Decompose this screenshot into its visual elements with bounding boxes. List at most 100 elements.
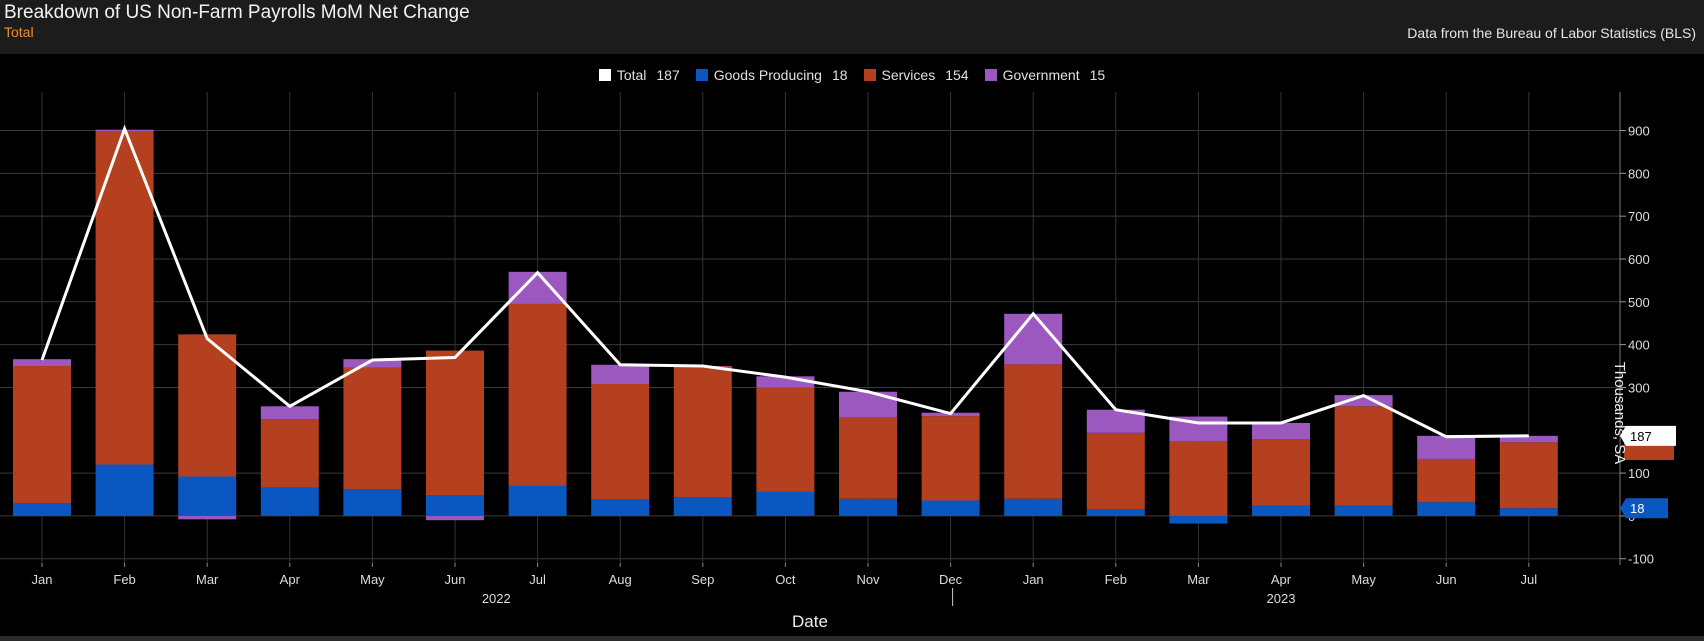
legend-item-government[interactable]: Government 15 bbox=[984, 64, 1106, 86]
y-tick-label: -100 bbox=[1628, 552, 1654, 567]
bar-segment-government bbox=[1417, 435, 1476, 459]
bar-segment-goods-producing bbox=[756, 491, 815, 516]
x-tick-label: Jul bbox=[1520, 572, 1537, 587]
bar-segment-goods-producing bbox=[1499, 508, 1558, 516]
y-tick-label: 800 bbox=[1628, 166, 1650, 181]
x-tick-label: Jan bbox=[1023, 572, 1044, 587]
bar-segment-services bbox=[1417, 458, 1476, 503]
y-tick-label: 600 bbox=[1628, 252, 1650, 267]
y-tick-label: 900 bbox=[1628, 124, 1650, 139]
y-tick-label: 400 bbox=[1628, 338, 1650, 353]
bar-segment-goods-producing bbox=[1086, 509, 1145, 516]
bar-segment-goods-producing bbox=[178, 476, 237, 516]
bar-segment-services bbox=[260, 419, 319, 488]
legend-value: 15 bbox=[1089, 67, 1106, 83]
bar-segment-goods-producing bbox=[921, 500, 980, 516]
bar-segment-goods-producing bbox=[343, 489, 402, 516]
bar-segment-services bbox=[756, 387, 815, 492]
bar-segment-services bbox=[921, 416, 980, 501]
y-tick-label: 700 bbox=[1628, 209, 1650, 224]
legend-item-services[interactable]: Services 154 bbox=[863, 64, 969, 86]
bar-segment-government bbox=[1252, 422, 1310, 440]
x-tick-label: Jun bbox=[445, 572, 466, 587]
x-tick-label: May bbox=[1351, 572, 1376, 587]
bar-segment-goods-producing bbox=[1417, 502, 1476, 516]
bar-segment-services bbox=[1499, 442, 1558, 509]
bar-segment-government bbox=[13, 359, 71, 367]
bar-segment-goods-producing bbox=[1334, 505, 1393, 516]
legend-value: 187 bbox=[656, 67, 680, 83]
bar-segment-services bbox=[1086, 432, 1145, 510]
x-tick-label: Jan bbox=[32, 572, 53, 587]
bar-segment-services bbox=[673, 366, 732, 498]
bar-segment-government bbox=[756, 376, 815, 388]
bottom-toolbar-strip bbox=[0, 636, 1704, 641]
last-value-text-goods-producing: 18 bbox=[1630, 501, 1644, 516]
x-tick-label: Jul bbox=[529, 572, 546, 587]
bar-segment-goods-producing bbox=[1169, 515, 1228, 524]
x-tick-label: Feb bbox=[1105, 572, 1127, 587]
x-tick-label: Apr bbox=[280, 572, 301, 587]
y-tick-label: 300 bbox=[1628, 380, 1650, 395]
chart-header: Breakdown of US Non-Farm Payrolls MoM Ne… bbox=[0, 0, 1704, 54]
bar-segment-government bbox=[343, 359, 402, 368]
bar-segment-government bbox=[508, 271, 567, 304]
bar-segment-goods-producing bbox=[591, 499, 650, 516]
legend-value: 154 bbox=[945, 67, 969, 83]
bar-segment-government bbox=[591, 364, 650, 385]
legend-label: Government bbox=[1002, 67, 1080, 83]
bar-segment-government bbox=[178, 515, 237, 520]
bar-segment-goods-producing bbox=[1004, 498, 1063, 516]
bar-segment-services bbox=[178, 334, 237, 477]
x-tick-label: Dec bbox=[939, 572, 963, 587]
bar-segment-services bbox=[1252, 439, 1310, 506]
bar-segment-goods-producing bbox=[426, 495, 484, 516]
y-tick-label: 500 bbox=[1628, 295, 1650, 310]
bar-segment-services bbox=[1004, 364, 1063, 499]
bar-segment-services bbox=[13, 366, 71, 504]
legend-label: Services bbox=[881, 67, 936, 83]
x-tick-label: Oct bbox=[775, 572, 796, 587]
bar-segment-government bbox=[1499, 435, 1558, 443]
x-year-label: 2022 bbox=[482, 591, 511, 606]
y-tick-label: 100 bbox=[1628, 466, 1650, 481]
bar-segment-goods-producing bbox=[839, 498, 897, 516]
bar-segment-services bbox=[1334, 406, 1393, 506]
x-tick-label: May bbox=[360, 572, 385, 587]
x-tick-label: Mar bbox=[196, 572, 219, 587]
legend-label: Total bbox=[616, 67, 647, 83]
bar-segment-goods-producing bbox=[1252, 505, 1310, 516]
bar-segment-services bbox=[508, 303, 567, 486]
x-tick-label: Nov bbox=[856, 572, 880, 587]
data-source-note: Data from the Bureau of Labor Statistics… bbox=[1407, 25, 1696, 41]
x-year-label: 2023 bbox=[1267, 591, 1296, 606]
legend-item-goods-producing[interactable]: Goods Producing 18 bbox=[695, 64, 848, 86]
legend-swatch-government bbox=[984, 69, 997, 81]
y-axis-title: Thousands, SA bbox=[1611, 361, 1628, 465]
bar-segment-services bbox=[591, 384, 650, 500]
bar-segment-services bbox=[343, 367, 402, 490]
bar-segment-goods-producing bbox=[673, 497, 732, 516]
bar-segment-services bbox=[1169, 441, 1228, 516]
legend-item-total[interactable]: Total 187 bbox=[598, 64, 680, 86]
x-tick-label: Mar bbox=[1187, 572, 1210, 587]
legend-label: Goods Producing bbox=[713, 67, 822, 83]
bar-segment-goods-producing bbox=[508, 485, 567, 516]
bar-segment-goods-producing bbox=[95, 464, 154, 516]
chart-subtitle: Total bbox=[4, 24, 34, 40]
chart-legend: Total 187 Goods Producing 18 Services 15… bbox=[0, 64, 1704, 86]
chart-title: Breakdown of US Non-Farm Payrolls MoM Ne… bbox=[4, 2, 470, 23]
x-axis-title: Date bbox=[792, 612, 828, 631]
x-tick-label: Jun bbox=[1436, 572, 1457, 587]
legend-swatch-total bbox=[598, 69, 611, 81]
bar-segment-goods-producing bbox=[260, 487, 319, 516]
bar-segment-services bbox=[839, 417, 897, 499]
x-tick-label: Sep bbox=[691, 572, 714, 587]
legend-swatch-services bbox=[863, 69, 876, 81]
last-value-badge-total bbox=[1620, 425, 1676, 446]
bar-segment-government bbox=[260, 406, 319, 420]
bar-segment-government bbox=[426, 515, 484, 521]
x-tick-label: Apr bbox=[1271, 572, 1292, 587]
bar-segment-services bbox=[426, 350, 484, 496]
